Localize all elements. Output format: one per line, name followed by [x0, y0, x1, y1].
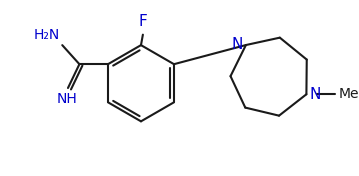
- Text: NH: NH: [57, 92, 78, 106]
- Text: Me: Me: [339, 87, 359, 101]
- Text: F: F: [139, 14, 147, 29]
- Text: H₂N: H₂N: [33, 28, 59, 42]
- Text: N: N: [309, 87, 321, 102]
- Text: N: N: [232, 37, 243, 52]
